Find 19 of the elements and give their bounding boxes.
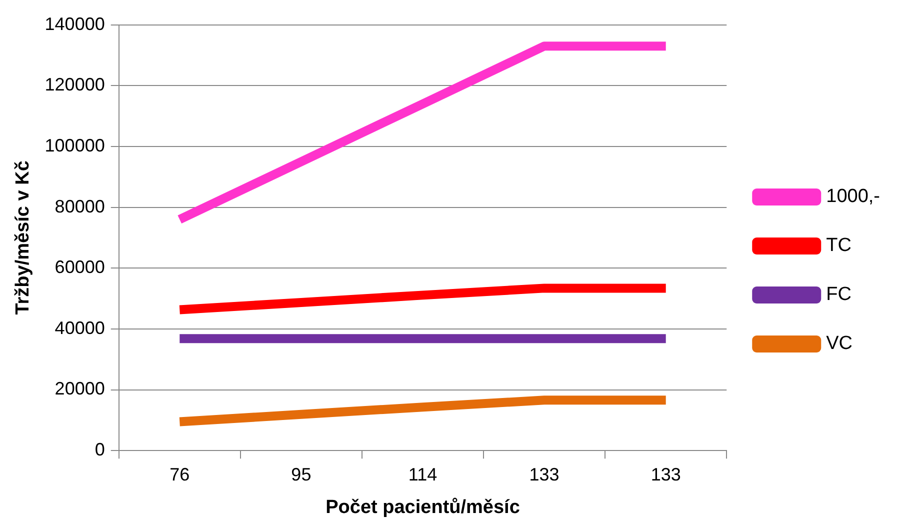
y-tick-label: 140000 bbox=[44, 14, 105, 34]
legend-label: FC bbox=[826, 284, 852, 306]
y-tick-label: 60000 bbox=[54, 257, 105, 278]
legend-label: VC bbox=[826, 333, 853, 354]
legend-label: TC bbox=[826, 235, 852, 256]
y-tick-label: 120000 bbox=[44, 74, 105, 95]
x-tick-label: 133 bbox=[650, 464, 681, 484]
x-tick-label: 114 bbox=[408, 464, 438, 484]
x-tick-label: 95 bbox=[291, 464, 312, 484]
legend-label: 1000,- bbox=[826, 186, 880, 208]
y-tick-label: 20000 bbox=[54, 378, 105, 399]
y-tick-label: 40000 bbox=[54, 318, 105, 338]
y-tick-label: 80000 bbox=[54, 196, 105, 216]
x-tick-label: 133 bbox=[529, 464, 560, 484]
y-axis-title: Tržby/měsíc v Kč bbox=[12, 160, 34, 315]
y-tick-label: 0 bbox=[94, 440, 105, 460]
x-axis-title: Počet pacientů/měsíc bbox=[326, 496, 520, 518]
y-tick-label: 100000 bbox=[44, 135, 105, 156]
x-tick-label: 76 bbox=[170, 464, 190, 484]
